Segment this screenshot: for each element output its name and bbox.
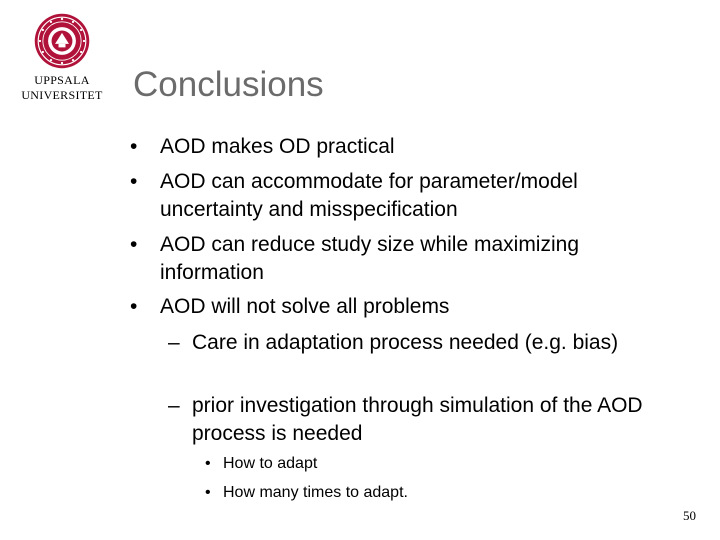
bullet-text: AOD will not solve all problems	[160, 295, 450, 318]
bullet-item: • AOD can accommodate for parameter/mode…	[130, 168, 660, 224]
sub-bullet-text: prior investigation through simulation o…	[192, 394, 643, 445]
dash-marker: –	[168, 331, 180, 354]
bullet-marker: •	[205, 484, 211, 501]
university-name: UPPSALA UNIVERSITET	[16, 73, 108, 103]
sub-sub-bullet-item: • How many times to adapt.	[205, 483, 653, 503]
university-name-line2: UNIVERSITET	[21, 88, 103, 102]
university-name-line1: UPPSALA	[34, 73, 90, 87]
bullet-text: AOD can reduce study size while maximizi…	[160, 233, 579, 284]
slide-title: Conclusions	[133, 65, 324, 104]
dash-marker: –	[168, 394, 180, 417]
bullet-marker: •	[130, 170, 138, 193]
bullet-item: • AOD will not solve all problems	[130, 293, 660, 321]
bullet-marker: •	[130, 135, 138, 158]
university-seal-icon	[34, 13, 90, 69]
bullet-marker: •	[130, 233, 138, 256]
bullet-item: • AOD can reduce study size while maximi…	[130, 231, 660, 287]
bullet-marker: •	[130, 295, 138, 318]
sub-sub-bullet-item: • How to adapt	[205, 454, 653, 474]
bullet-item: • AOD makes OD practical	[130, 133, 660, 161]
bullet-text: AOD makes OD practical	[160, 135, 395, 158]
sub-bullet-text: Care in adaptation process needed (e.g. …	[192, 331, 619, 354]
sub-sub-bullet-text: How to adapt	[223, 455, 318, 472]
bullet-marker: •	[205, 455, 211, 472]
sub-bullet-item: – prior investigation through simulation…	[168, 392, 662, 448]
sub-bullet-item: – Care in adaptation process needed (e.g…	[168, 329, 662, 357]
university-logo: UPPSALA UNIVERSITET	[16, 12, 108, 103]
bullet-text: AOD can accommodate for parameter/model …	[160, 170, 578, 221]
sub-sub-bullet-text: How many times to adapt.	[223, 484, 408, 501]
page-number: 50	[683, 508, 696, 523]
